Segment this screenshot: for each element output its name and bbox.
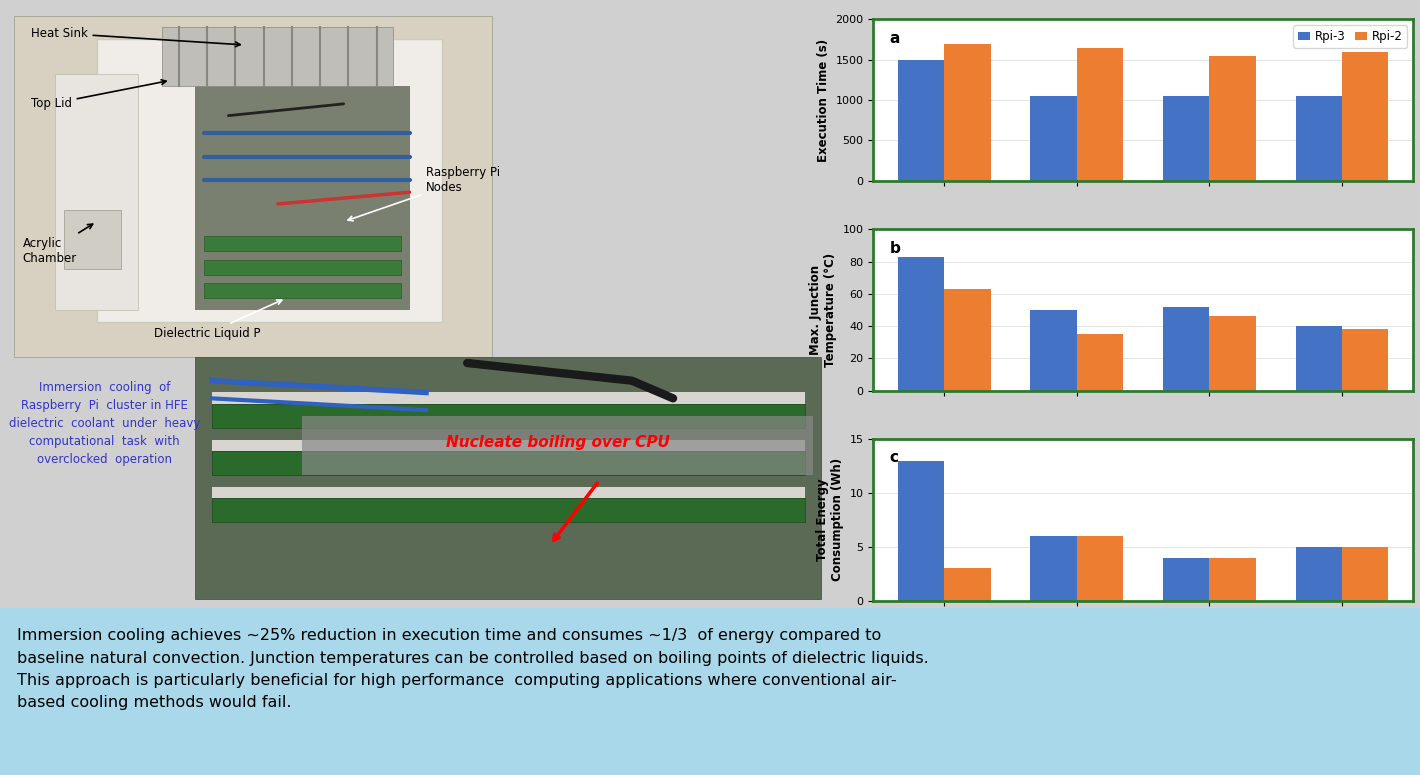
Legend: Rpi-3, Rpi-2: Rpi-3, Rpi-2 [1294,26,1407,48]
Bar [1342,547,1389,601]
Text: Raspberry Pi
Nodes: Raspberry Pi Nodes [348,167,500,221]
FancyBboxPatch shape [196,86,409,310]
Y-axis label: Max. Junction
Temperature (°C): Max. Junction Temperature (°C) [809,253,836,367]
Bar [1076,334,1123,391]
Y-axis label: Total Energy
Consumption (Wh): Total Energy Consumption (Wh) [816,458,843,581]
Bar [1295,547,1342,601]
FancyBboxPatch shape [55,74,138,310]
Bar [1295,326,1342,391]
Bar [944,568,991,601]
FancyBboxPatch shape [212,392,805,405]
Bar [897,460,944,601]
Y-axis label: Execution Time (s): Execution Time (s) [816,39,829,162]
Text: c: c [889,450,899,466]
Bar [1210,316,1255,391]
Bar [897,60,944,181]
Text: Dielectric Liquid P: Dielectric Liquid P [155,300,281,340]
Bar [1163,557,1210,601]
Bar [1163,96,1210,181]
FancyBboxPatch shape [203,260,402,274]
X-axis label: Cooling Mode: Cooling Mode [1096,629,1190,642]
Bar [1295,96,1342,181]
Bar [944,289,991,391]
FancyBboxPatch shape [162,27,393,86]
FancyBboxPatch shape [212,487,805,498]
FancyBboxPatch shape [97,39,443,322]
FancyBboxPatch shape [14,16,491,357]
Bar [897,257,944,391]
Text: Top Lid: Top Lid [31,80,166,110]
FancyBboxPatch shape [203,236,402,251]
FancyBboxPatch shape [212,405,805,428]
Bar [944,43,991,181]
Bar [1210,557,1255,601]
Text: a: a [889,31,900,46]
Bar [1076,47,1123,181]
Bar [1163,307,1210,391]
FancyBboxPatch shape [196,357,821,598]
Text: Immersion  cooling  of
Raspberry  Pi  cluster in HFE
dielectric  coolant  under : Immersion cooling of Raspberry Pi cluste… [9,381,200,466]
Bar [1076,536,1123,601]
Text: Immersion cooling achieves ~25% reduction in execution time and consumes ~1/3  o: Immersion cooling achieves ~25% reductio… [17,629,929,710]
FancyBboxPatch shape [64,210,121,269]
Bar [1342,52,1389,181]
Bar [1031,536,1076,601]
Bar [1031,96,1076,181]
Text: Heat Sink: Heat Sink [31,26,240,46]
Text: b: b [889,240,900,256]
FancyBboxPatch shape [212,439,805,451]
Bar [1342,329,1389,391]
Text: Nucleate boiling over CPU: Nucleate boiling over CPU [446,435,670,450]
FancyBboxPatch shape [302,416,814,475]
Bar [1210,56,1255,181]
FancyBboxPatch shape [212,498,805,522]
FancyBboxPatch shape [212,451,805,475]
Bar [1031,310,1076,391]
Text: Acrylic
Chamber: Acrylic Chamber [23,224,92,265]
FancyBboxPatch shape [203,284,402,298]
